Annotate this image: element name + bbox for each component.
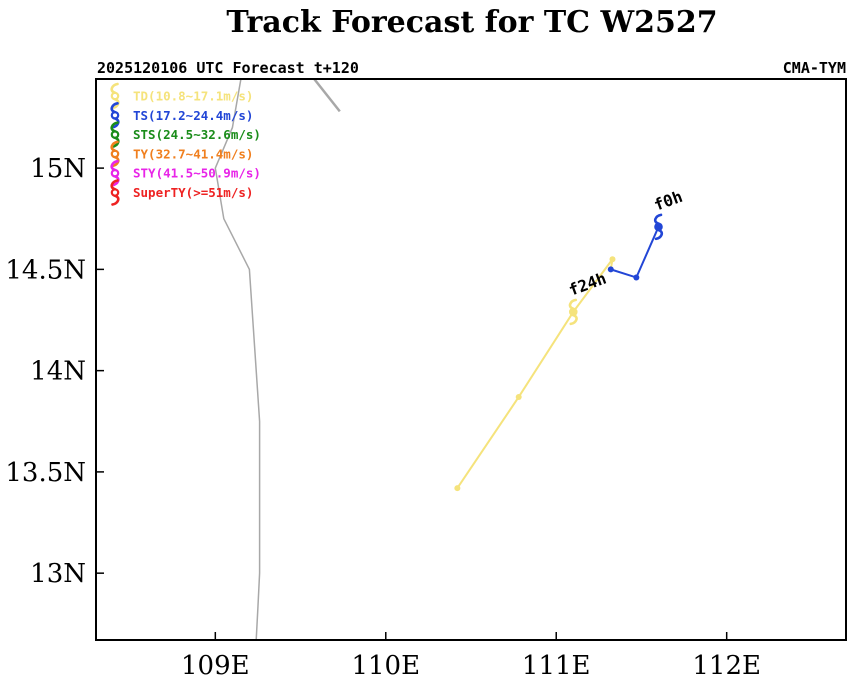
lat-tick-label: 14.5N bbox=[5, 255, 86, 285]
coastline-layer bbox=[214, 79, 341, 640]
track-segment bbox=[517, 311, 575, 398]
track-point bbox=[454, 485, 461, 492]
lat-tick-label: 13N bbox=[30, 559, 86, 589]
model-name-subtitle: CMA-TYM bbox=[783, 59, 846, 77]
lat-tick-label: 13.5N bbox=[5, 458, 86, 488]
legend-label: STS(24.5~32.6m/s) bbox=[133, 127, 261, 142]
track-point bbox=[633, 274, 640, 281]
track-segment bbox=[635, 226, 660, 278]
forecast-hour-label: f0h bbox=[651, 187, 685, 215]
track-segment bbox=[456, 396, 520, 489]
axis-ticks: 109E 110E 111E 112E 15N 14.5N 14N 13.5N 13N bbox=[5, 154, 761, 681]
lat-tick-label: 14N bbox=[30, 357, 86, 387]
lon-tick-label: 109E bbox=[181, 651, 250, 681]
lon-tick-label: 110E bbox=[351, 651, 420, 681]
legend-label: TS(17.2~24.4m/s) bbox=[133, 108, 253, 123]
legend-typhoon-icon bbox=[110, 179, 120, 206]
lon-tick-label: 112E bbox=[692, 651, 761, 681]
track-layer: f0h f24h bbox=[454, 187, 685, 492]
map-plot-area: f0h f24h TD(10.8~17.1m/s) TS(17.2~24.4m/s)… bbox=[5, 78, 847, 681]
legend-label: TY(32.7~41.4m/s) bbox=[133, 146, 253, 161]
track-point bbox=[655, 223, 662, 230]
track-point bbox=[609, 256, 616, 263]
figure-title: Track Forecast for TC W2527 bbox=[226, 5, 717, 40]
track-point bbox=[570, 308, 577, 315]
legend-label: SuperTY(>=51m/s) bbox=[133, 185, 253, 200]
coastline-segment bbox=[313, 79, 341, 113]
coastline-segment bbox=[214, 79, 261, 640]
forecast-hour-label: f24h bbox=[566, 269, 609, 300]
lat-tick-label: 15N bbox=[30, 154, 86, 184]
typhoon-symbol-icon bbox=[653, 213, 664, 241]
lon-tick-label: 111E bbox=[522, 651, 591, 681]
forecast-time-subtitle: 2025120106 UTC Forecast t+120 bbox=[97, 59, 359, 77]
track-segment bbox=[572, 258, 614, 313]
typhoon-symbol-icon bbox=[568, 298, 578, 326]
track-segment bbox=[610, 268, 637, 279]
track-point bbox=[607, 266, 614, 273]
track-point bbox=[515, 393, 522, 400]
map-frame bbox=[95, 78, 847, 641]
intensity-legend: TD(10.8~17.1m/s) TS(17.2~24.4m/s) STS(24.5… bbox=[110, 82, 261, 206]
legend-label: STY(41.5~50.9m/s) bbox=[133, 166, 261, 181]
legend-label: TD(10.8~17.1m/s) bbox=[133, 89, 253, 104]
